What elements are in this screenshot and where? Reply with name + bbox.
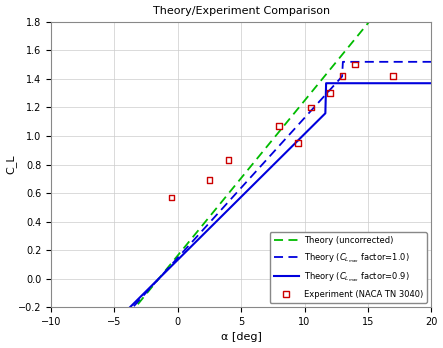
Theory (uncorrected) [231, 185, 237, 189]
Theory ($C_{L_{max}}$ factor=0.9) [428, 81, 434, 85]
Title: Theory/Experiment Comparison: Theory/Experiment Comparison [152, 6, 330, 16]
Theory (uncorrected) [254, 157, 260, 161]
Theory ($C_{L_{max}}$ factor=0.9) [229, 204, 234, 208]
Theory ($C_{L_{max}}$ factor=0.9) [275, 159, 280, 163]
Theory ($C_{L_{max}}$ factor=0.9) [231, 202, 237, 206]
Experiment (NACA TN 3040) [225, 157, 232, 163]
Experiment (NACA TN 3040) [339, 73, 346, 79]
Experiment (NACA TN 3040) [168, 195, 175, 200]
Line: Theory ($C_{L_{max}}$ factor=0.9): Theory ($C_{L_{max}}$ factor=0.9) [51, 83, 431, 348]
Theory ($C_{L_{max}}$ factor=1.0) [361, 60, 366, 64]
Theory ($C_{L_{max}}$ factor=0.9) [420, 81, 426, 85]
Theory ($C_{L_{max}}$ factor=1.0) [254, 168, 260, 173]
Theory (uncorrected) [229, 188, 234, 192]
Line: Theory (uncorrected): Theory (uncorrected) [51, 0, 431, 348]
Theory ($C_{L_{max}}$ factor=1.0) [420, 60, 426, 64]
Experiment (NACA TN 3040) [352, 62, 359, 68]
Line: Theory ($C_{L_{max}}$ factor=1.0): Theory ($C_{L_{max}}$ factor=1.0) [51, 62, 431, 348]
X-axis label: α [deg]: α [deg] [221, 332, 262, 342]
Theory ($C_{L_{max}}$ factor=0.9) [254, 179, 260, 183]
Theory (uncorrected) [360, 27, 365, 32]
Theory ($C_{L_{max}}$ factor=1.0) [231, 194, 237, 198]
Theory ($C_{L_{max}}$ factor=1.0) [229, 196, 234, 200]
Theory ($C_{L_{max}}$ factor=1.0) [340, 60, 346, 64]
Experiment (NACA TN 3040) [307, 105, 315, 110]
Experiment (NACA TN 3040) [206, 177, 213, 183]
Experiment (NACA TN 3040) [295, 140, 302, 146]
Experiment (NACA TN 3040) [390, 73, 397, 79]
Theory ($C_{L_{max}}$ factor=0.9) [361, 81, 366, 85]
Experiment (NACA TN 3040) [326, 90, 334, 96]
Theory (uncorrected) [275, 132, 280, 136]
Theory ($C_{L_{max}}$ factor=1.0) [428, 60, 434, 64]
Theory ($C_{L_{max}}$ factor=0.9) [323, 81, 329, 85]
Y-axis label: C_L: C_L [6, 155, 16, 174]
Theory ($C_{L_{max}}$ factor=1.0) [275, 146, 280, 150]
Experiment (NACA TN 3040) [276, 123, 283, 129]
Legend: Theory (uncorrected), Theory ($C_{L_{max}}$ factor=1.0), Theory ($C_{L_{max}}$ f: Theory (uncorrected), Theory ($C_{L_{max… [269, 232, 427, 303]
